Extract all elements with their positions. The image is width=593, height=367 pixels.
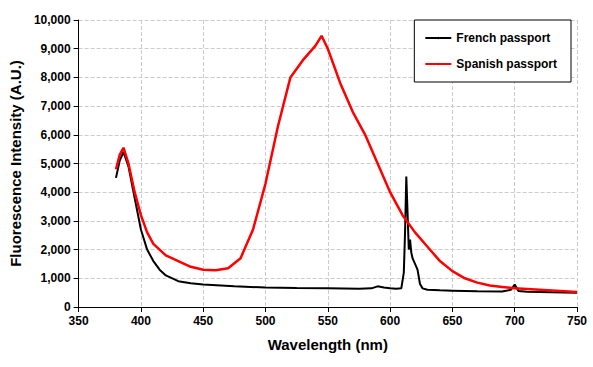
svg-text:Fluorescence Intensity (A.U.): Fluorescence Intensity (A.U.) bbox=[7, 60, 24, 267]
svg-text:3,000: 3,000 bbox=[41, 214, 71, 228]
svg-text:Spanish passport: Spanish passport bbox=[456, 57, 557, 71]
svg-text:450: 450 bbox=[193, 314, 213, 328]
svg-text:8,000: 8,000 bbox=[41, 70, 71, 84]
svg-text:500: 500 bbox=[255, 314, 275, 328]
svg-text:0: 0 bbox=[64, 300, 71, 314]
svg-text:French passport: French passport bbox=[456, 31, 550, 45]
svg-text:550: 550 bbox=[318, 314, 338, 328]
svg-text:10,000: 10,000 bbox=[34, 13, 71, 27]
svg-text:4,000: 4,000 bbox=[41, 185, 71, 199]
svg-text:7,000: 7,000 bbox=[41, 99, 71, 113]
svg-text:400: 400 bbox=[131, 314, 151, 328]
svg-text:600: 600 bbox=[380, 314, 400, 328]
svg-text:350: 350 bbox=[69, 314, 89, 328]
svg-text:2,000: 2,000 bbox=[41, 243, 71, 257]
svg-text:6,000: 6,000 bbox=[41, 128, 71, 142]
svg-text:700: 700 bbox=[505, 314, 525, 328]
svg-text:750: 750 bbox=[567, 314, 587, 328]
svg-text:650: 650 bbox=[442, 314, 462, 328]
svg-text:9,000: 9,000 bbox=[41, 42, 71, 56]
svg-text:5,000: 5,000 bbox=[41, 157, 71, 171]
svg-text:1,000: 1,000 bbox=[41, 271, 71, 285]
svg-text:Wavelength (nm): Wavelength (nm) bbox=[268, 336, 388, 353]
